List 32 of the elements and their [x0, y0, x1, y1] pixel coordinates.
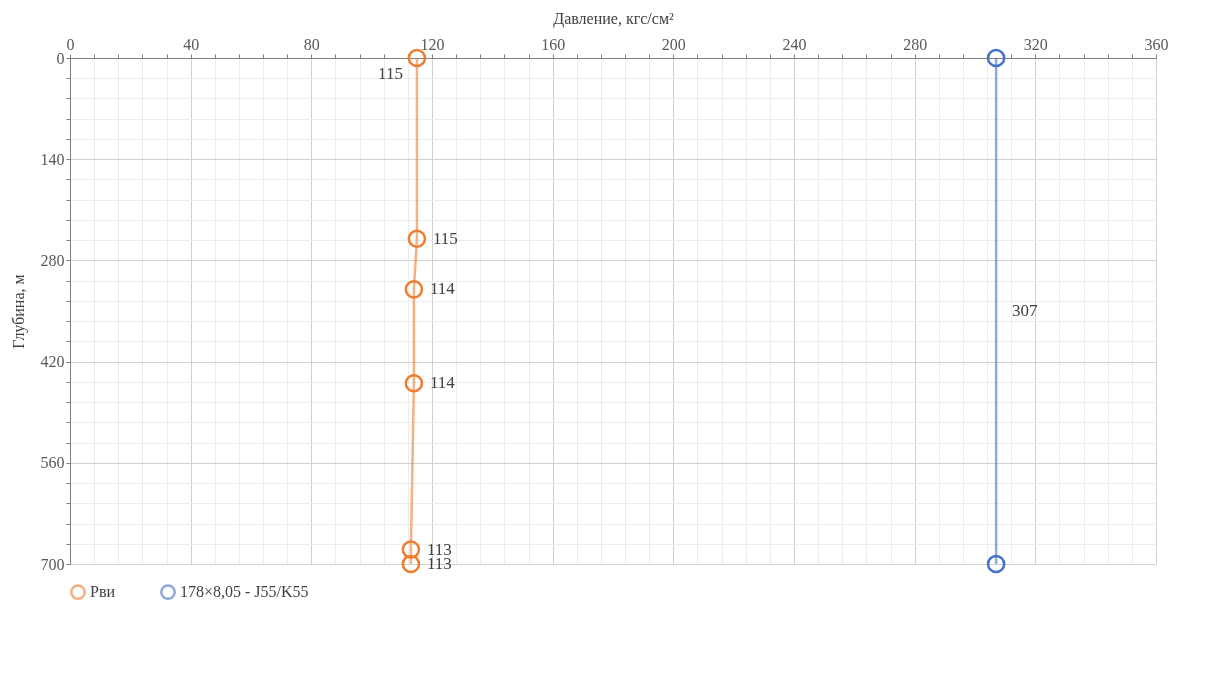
point — [401, 540, 421, 559]
point — [401, 554, 421, 574]
y-tick-label: 140 — [40, 150, 65, 168]
y-axis-title: Глубина, м — [9, 274, 28, 349]
point — [404, 373, 424, 393]
x-tick-label: 320 — [1023, 35, 1048, 53]
annotation: 307 — [1012, 301, 1039, 320]
x-tick-label: 240 — [782, 35, 807, 53]
legend-label: 178×8,05 - J55/K55 — [180, 583, 309, 601]
x-tick-label: 200 — [661, 35, 686, 53]
point — [986, 48, 1006, 68]
x-tick-label: 40 — [183, 35, 200, 53]
x-tick-label: 120 — [420, 35, 445, 53]
y-tick-label: 280 — [40, 251, 65, 269]
x-tick-label: 280 — [903, 35, 928, 53]
point — [986, 554, 1006, 574]
annotation: 114 — [429, 373, 456, 393]
annotation: 115 — [432, 228, 458, 248]
y-tick-label: 560 — [40, 454, 65, 472]
point — [404, 280, 424, 299]
x-axis-title: Давление, кгс/см² — [553, 9, 674, 28]
x-tick-label: 80 — [303, 35, 320, 53]
annotation: 115 — [378, 64, 403, 83]
x-tick-label: 360 — [1144, 35, 1169, 53]
annotation: 114 — [429, 279, 456, 299]
y-tick-label: 0 — [56, 49, 65, 67]
y-tick-label: 420 — [40, 353, 65, 371]
x-tick-label: 160 — [541, 35, 566, 53]
y-tick-label: 700 — [40, 555, 65, 573]
legend-label: Рви — [90, 583, 116, 601]
point — [407, 48, 427, 68]
point — [407, 229, 427, 249]
